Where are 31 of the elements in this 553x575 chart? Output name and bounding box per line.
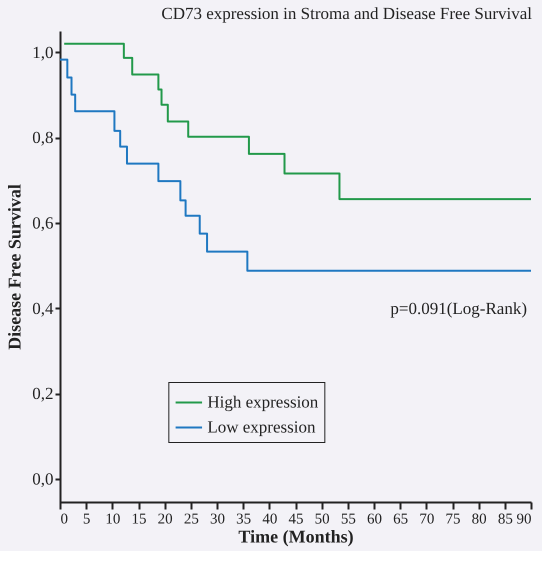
x-tick-label: 15 [132, 512, 146, 528]
x-axis-title: Time (Months) [238, 526, 354, 546]
legend-label: Low expression [207, 418, 316, 436]
x-tick-label: 0 [60, 512, 68, 528]
x-tick-label: 10 [105, 512, 120, 528]
x-tick-label: 45 [288, 512, 304, 528]
x-tick-label: 85 [498, 512, 513, 528]
x-tick-label: 40 [262, 512, 278, 528]
chart-title: CD73 expression in Stroma and Disease Free Survival [161, 4, 532, 23]
x-tick-label: 90 [516, 512, 532, 528]
x-tick-label: 35 [236, 512, 252, 528]
y-tick-label: 0,4 [32, 298, 54, 318]
x-tick-label: 25 [184, 512, 199, 528]
x-tick-label: 70 [419, 512, 434, 528]
x-tick-label: 30 [210, 512, 225, 528]
x-tick-label: 80 [472, 512, 487, 528]
annotation: p=0.091(Log-Rank) [390, 298, 527, 318]
y-tick-label: 0,0 [32, 469, 54, 488]
x-tick-label: 75 [446, 512, 460, 528]
y-tick-label: 0,2 [32, 384, 54, 404]
y-tick-label: 0,6 [32, 213, 54, 232]
x-tick-label: 20 [158, 512, 173, 528]
x-tick-label: 60 [367, 512, 382, 528]
legend-label: High expression [207, 392, 319, 412]
x-tick-label: 50 [314, 512, 330, 528]
y-tick-label: 0,8 [32, 128, 54, 148]
y-axis-title: Disease Free Survival [4, 184, 24, 350]
x-tick-label: 5 [82, 512, 90, 528]
y-tick-label: 1,0 [32, 42, 54, 62]
x-tick-label: 55 [340, 512, 356, 528]
x-tick-label: 65 [393, 512, 408, 528]
